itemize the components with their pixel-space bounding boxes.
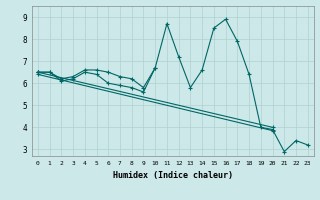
X-axis label: Humidex (Indice chaleur): Humidex (Indice chaleur) — [113, 171, 233, 180]
